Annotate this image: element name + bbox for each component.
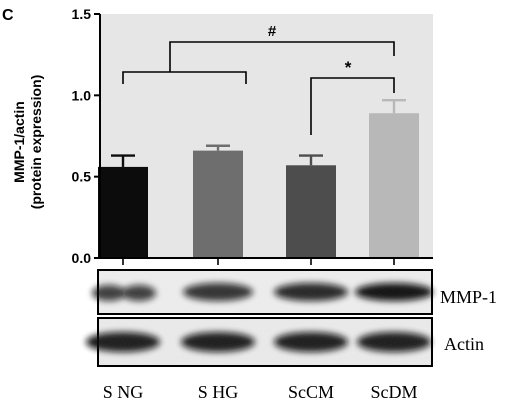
y-ticks-group: 0.0 0.5 1.0 1.5 (72, 6, 100, 266)
significance-symbol-hash: # (268, 23, 277, 40)
bar-s-hg (193, 150, 243, 258)
y-axis-title-line2: (protein expression) (28, 75, 44, 210)
western-blot (86, 269, 433, 367)
bar-s-ng (98, 166, 148, 258)
y-axis-title: MMP-1/actin (protein expression) (11, 75, 44, 210)
category-label-sccm: ScCM (288, 382, 334, 402)
y-tick-label: 0.0 (72, 250, 92, 266)
error-bar-sccm (299, 154, 323, 166)
category-label-s-hg: S HG (198, 382, 239, 402)
error-bar-s-hg (206, 144, 230, 151)
blot-grain-mmp1 (99, 271, 431, 313)
panel-label: C (2, 7, 14, 24)
blot-label-mmp1: MMP-1 (440, 287, 497, 307)
y-tick-label: 1.0 (72, 87, 92, 103)
y-axis-title-line1: MMP-1/actin (11, 101, 27, 183)
blot-grain-actin (99, 319, 431, 365)
significance-symbol-star: * (345, 58, 352, 77)
significance-bracket-hash (122, 41, 395, 84)
bar-scdm (369, 113, 419, 258)
y-tick-label: 1.5 (72, 6, 92, 22)
category-label-scdm: ScDM (370, 382, 417, 402)
category-labels: S NG S HG ScCM ScDM (103, 382, 418, 402)
bars-group (98, 113, 419, 258)
blot-label-actin: Actin (444, 334, 484, 354)
error-bar-scdm (382, 99, 406, 114)
significance-bracket-star (310, 77, 395, 135)
x-ticks-group (122, 258, 395, 265)
error-bars-group (111, 99, 406, 167)
category-label-s-ng: S NG (103, 382, 144, 402)
bar-sccm (286, 165, 336, 258)
error-bar-s-ng (111, 154, 135, 167)
y-tick-label: 0.5 (72, 169, 92, 185)
